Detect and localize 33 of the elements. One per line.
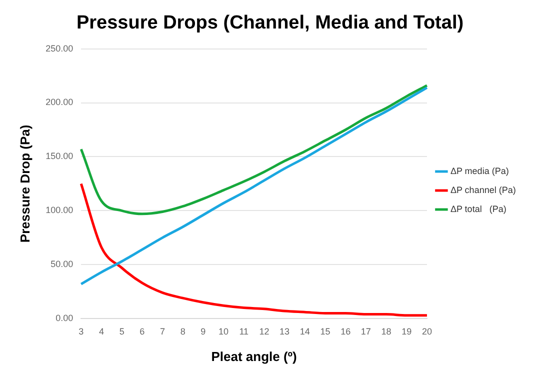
x-tick-label: 14 [300,326,310,336]
x-tick-label: 11 [239,326,249,336]
line-series [80,86,428,286]
y-tick-label: 0.00 [56,313,74,324]
y-axis-title: Pressure Drop (Pa) [17,124,32,243]
legend-label: ΔP media (Pa) [450,166,509,176]
x-tick-label: 13 [280,326,290,336]
x-tick-label: 20 [422,326,432,336]
x-tick-label: 4 [98,326,104,336]
y-tick-label: 100.00 [46,205,74,216]
x-tick-label: 19 [402,326,412,336]
x-tick-label: 8 [180,326,186,336]
x-tick-label: 10 [218,326,229,336]
y-tick-label: 150.00 [46,151,74,162]
legend-label: ΔP total (Pa) [450,204,506,214]
x-tick-label: 7 [160,326,166,336]
x-tick-label: 12 [259,326,270,336]
x-tick-label: 18 [381,326,392,336]
x-tick-label: 3 [78,326,84,336]
y-tick-label: 250.00 [46,43,74,54]
x-tick-label: 15 [320,326,330,336]
chart-title: Pressure Drops (Channel, Media and Total) [76,12,464,34]
line-series [80,182,428,317]
x-tick-label: 6 [140,326,145,336]
x-tick-label: 9 [200,326,206,336]
y-tick-label: 50.00 [50,259,74,270]
x-tick-label: 5 [119,326,124,336]
legend-label: ΔP channel (Pa) [450,184,516,195]
x-tick-label: 16 [340,326,351,336]
y-tick-label: 200.00 [46,97,74,108]
x-axis-title: Pleat angle (º) [211,348,297,364]
line-series [80,84,428,216]
x-tick-label: 17 [360,326,371,336]
